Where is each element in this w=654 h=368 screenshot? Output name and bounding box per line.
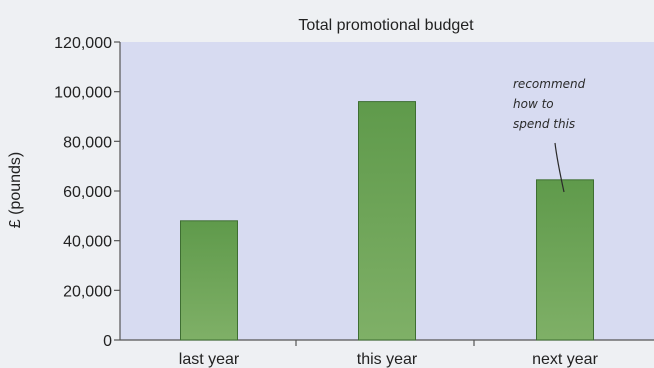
annotation: recommend how to spend this [513, 77, 586, 193]
y-tick-label: 60,000 [63, 184, 112, 201]
y-tick-label: 40,000 [63, 234, 112, 251]
y-axis-label: £ (pounds) [7, 152, 24, 229]
y-tick-label: 120,000 [54, 35, 112, 52]
annotation-line-3: spend this [513, 117, 575, 131]
bar-last-year [180, 220, 238, 341]
annotation-line-1: recommend [513, 77, 586, 91]
annotation-pointer-line [554, 142, 565, 193]
y-tick-label: 0 [103, 333, 112, 350]
category-labels: last year this year next year [179, 351, 599, 368]
x-axis-ticks [295, 340, 475, 346]
bar-this-year [358, 101, 416, 341]
y-tick-label: 80,000 [63, 134, 112, 151]
annotation-line-2: how to [513, 97, 554, 111]
bar-next-year [536, 179, 594, 341]
y-axis-ticks: 0 20,000 40,000 60,000 80,000 100,000 120,000 [54, 35, 120, 350]
x-category-label: this year [357, 351, 418, 368]
chart-title: Total promotional budget [298, 17, 474, 34]
x-category-label: last year [179, 351, 240, 368]
x-category-label: next year [532, 351, 598, 368]
bars-group [180, 101, 594, 341]
y-tick-label: 20,000 [63, 283, 112, 300]
y-tick-label: 100,000 [54, 85, 112, 102]
